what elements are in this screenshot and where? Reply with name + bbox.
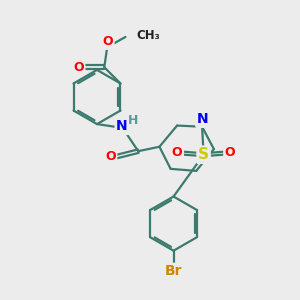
Text: CH₃: CH₃ bbox=[137, 29, 160, 42]
Text: O: O bbox=[172, 146, 182, 159]
Text: O: O bbox=[103, 35, 113, 48]
Text: O: O bbox=[105, 150, 116, 163]
Text: O: O bbox=[225, 146, 236, 159]
Text: Br: Br bbox=[165, 264, 182, 278]
Text: CH₃: CH₃ bbox=[137, 29, 160, 42]
Text: N: N bbox=[116, 119, 128, 134]
Text: O: O bbox=[73, 61, 84, 74]
Text: H: H bbox=[128, 114, 138, 127]
Text: S: S bbox=[198, 147, 209, 162]
Text: N: N bbox=[197, 112, 208, 126]
